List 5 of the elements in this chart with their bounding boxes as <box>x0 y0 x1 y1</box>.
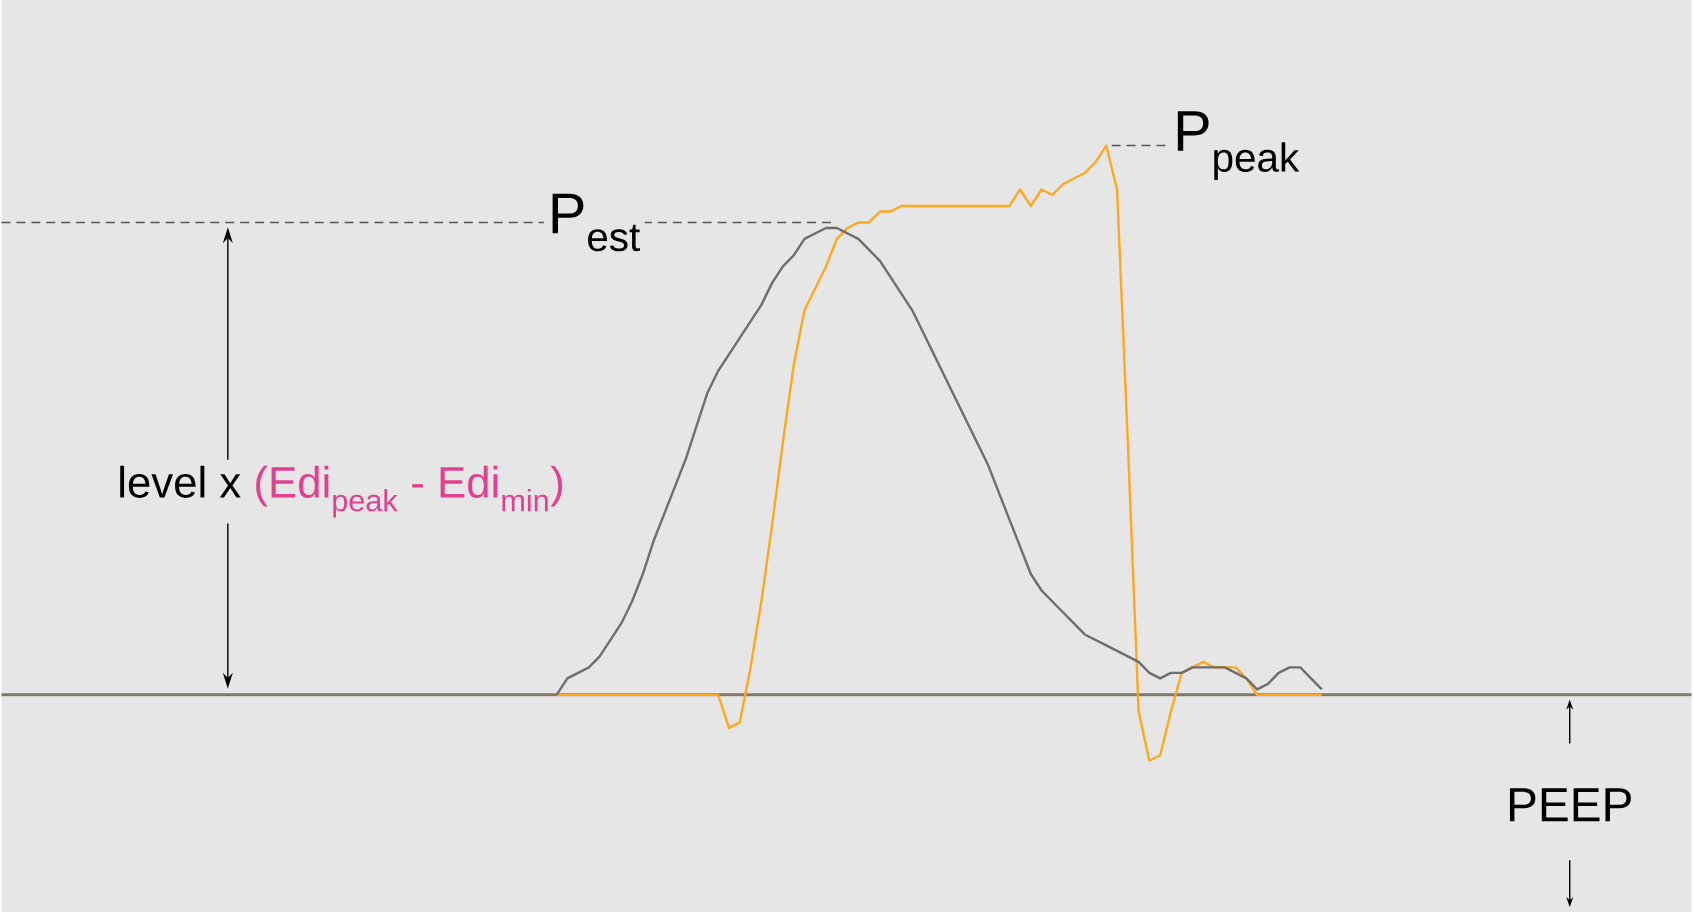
annotation: (Edi$_{peak}$ - Edi$_{min}$) <box>256 465 563 518</box>
annotation: P$_{peak}$ <box>1177 110 1300 180</box>
annotation: level x <box>120 465 241 498</box>
ref-line-label: P$_{est}$ <box>552 193 640 252</box>
text: PEEP <box>1509 788 1631 821</box>
